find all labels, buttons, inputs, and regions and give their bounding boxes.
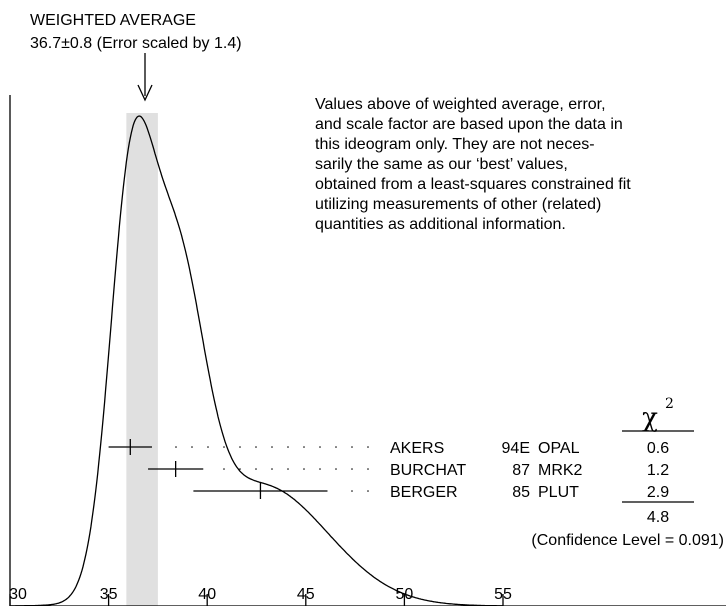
leader-dot bbox=[207, 446, 209, 448]
leader-dot bbox=[367, 446, 369, 448]
leader-dot bbox=[319, 446, 321, 448]
leader-dot bbox=[367, 468, 369, 470]
leader-dot bbox=[351, 446, 353, 448]
measurement-row: BURCHAT 87 MRK2 1.2 bbox=[148, 461, 669, 479]
measurement-row: AKERS 94E OPAL 0.6 bbox=[108, 439, 669, 457]
chart-title-line2: 36.7±0.8 (Error scaled by 1.4) bbox=[30, 35, 242, 52]
weighted-average-arrow bbox=[137, 53, 153, 102]
chi2-value: 2.9 bbox=[647, 484, 669, 501]
leader-dot bbox=[239, 468, 241, 470]
leader-dot bbox=[319, 468, 321, 470]
chi2-column: χ 2 4.8 (Confidence Level = 0.091) bbox=[531, 396, 724, 549]
measurement-name: AKERS bbox=[390, 440, 444, 457]
measurement-year: 85 bbox=[512, 484, 530, 501]
leader-dot bbox=[223, 468, 225, 470]
chi2-total: 4.8 bbox=[647, 509, 669, 526]
chart-title-line1: WEIGHTED AVERAGE bbox=[30, 12, 196, 29]
note-line: quantities as additional information. bbox=[315, 216, 566, 233]
measurements: AKERS 94E OPAL 0.6 BURCHAT 87 MRK2 1.2 BERGER 85 P… bbox=[108, 439, 669, 501]
leader-dot bbox=[239, 446, 241, 448]
leader-dot bbox=[351, 468, 353, 470]
chi2-header-exponent: 2 bbox=[665, 396, 674, 412]
x-tick-label: 30 bbox=[9, 586, 27, 603]
measurement-technique: PLUT bbox=[538, 484, 579, 501]
x-tick-label: 50 bbox=[396, 586, 414, 603]
measurement-technique: MRK2 bbox=[538, 462, 583, 479]
measurement-row: BERGER 85 PLUT 2.9 bbox=[193, 483, 669, 501]
measurement-year: 87 bbox=[512, 462, 530, 479]
leader-dot bbox=[255, 468, 257, 470]
note-line: sarily the same as our ‘best’ values, bbox=[315, 156, 568, 173]
note-line: utilizing measurements of other (related… bbox=[315, 196, 602, 213]
note-line: and scale factor are based upon the data… bbox=[315, 116, 623, 133]
measurement-technique: OPAL bbox=[538, 440, 580, 457]
leader-dot bbox=[255, 446, 257, 448]
leader-dot bbox=[271, 446, 273, 448]
chi2-value: 1.2 bbox=[647, 462, 669, 479]
ideogram-curve bbox=[10, 115, 503, 606]
measurement-name: BURCHAT bbox=[390, 462, 466, 479]
leader-dot bbox=[303, 446, 305, 448]
leader-dot bbox=[287, 446, 289, 448]
note-line: Values above of weighted average, error, bbox=[315, 96, 606, 113]
note-text: Values above of weighted average, error,… bbox=[315, 95, 715, 235]
measurement-name: BERGER bbox=[390, 484, 458, 501]
leader-dot bbox=[303, 468, 305, 470]
x-axis-ticks: 30 35 40 45 50 55 bbox=[9, 586, 512, 606]
leader-dot bbox=[271, 468, 273, 470]
measurement-year: 94E bbox=[502, 440, 530, 457]
leader-dot bbox=[335, 446, 337, 448]
confidence-level: (Confidence Level = 0.091) bbox=[531, 532, 724, 549]
leader-dot bbox=[335, 468, 337, 470]
leader-dot bbox=[367, 490, 369, 492]
x-tick-label: 45 bbox=[297, 586, 315, 603]
note-line: this ideogram only. They are not neces- bbox=[315, 136, 595, 153]
leader-dot bbox=[351, 490, 353, 492]
x-tick-label: 40 bbox=[198, 586, 216, 603]
x-tick-label: 35 bbox=[100, 586, 118, 603]
note-line: obtained from a least-squares constraine… bbox=[315, 176, 631, 193]
x-tick-label: 55 bbox=[494, 586, 512, 603]
chi2-header: χ bbox=[642, 403, 658, 433]
leader-dot bbox=[223, 446, 225, 448]
leader-dot bbox=[287, 468, 289, 470]
weighted-average-band bbox=[126, 113, 158, 606]
leader-dot bbox=[191, 446, 193, 448]
leader-dot bbox=[175, 446, 177, 448]
chi2-value: 0.6 bbox=[647, 440, 669, 457]
